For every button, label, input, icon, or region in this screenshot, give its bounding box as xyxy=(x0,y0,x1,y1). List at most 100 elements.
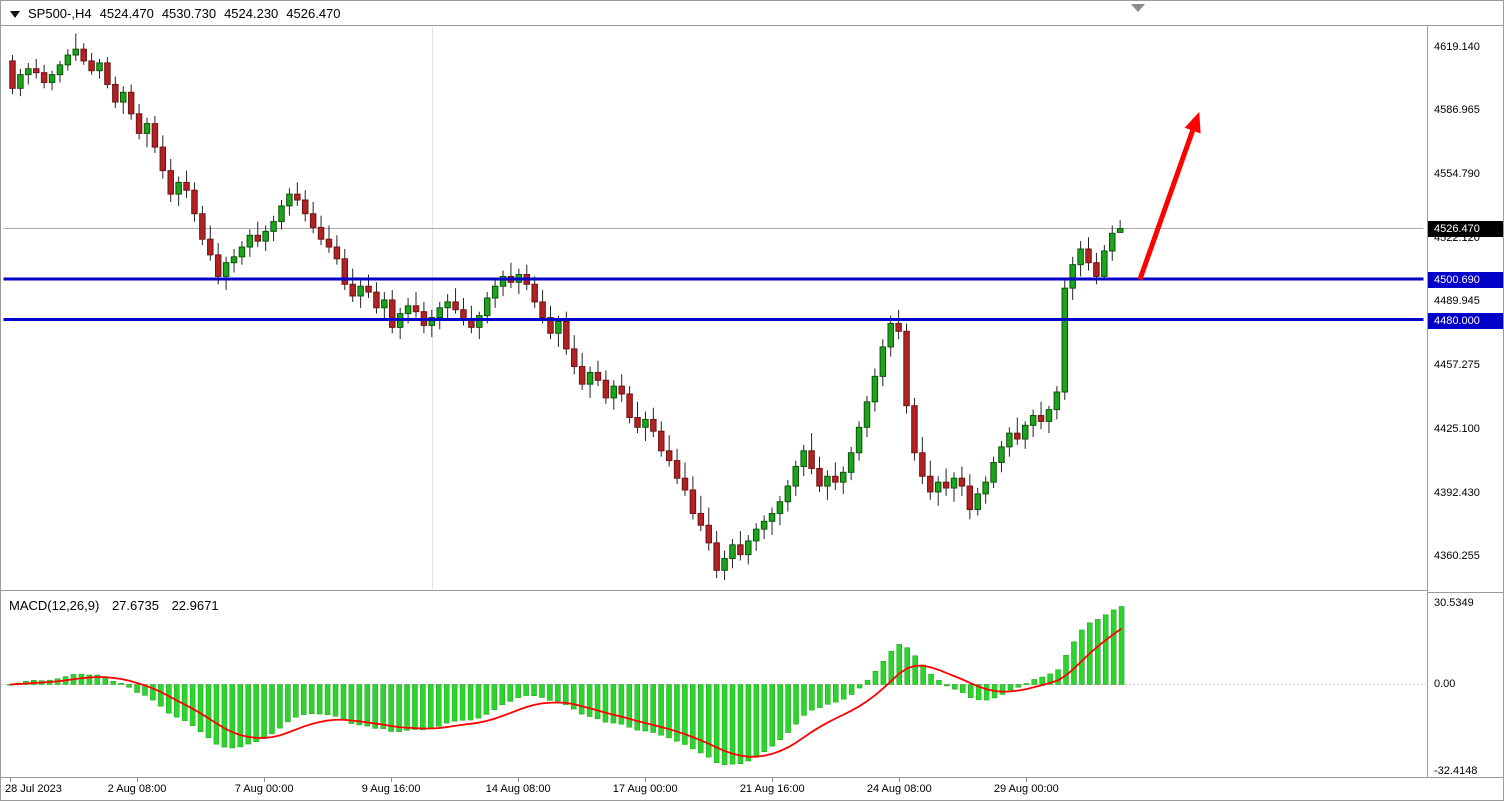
bull-candle xyxy=(555,320,562,334)
bear-candle xyxy=(705,524,712,544)
macd-histogram-bar xyxy=(928,673,934,685)
price-chart-canvas[interactable] xyxy=(1,25,1427,591)
symbol-timeframe-label: SP500-,H4 xyxy=(28,6,92,21)
macd-histogram-bar xyxy=(642,684,648,732)
bull-candle xyxy=(982,481,989,495)
candles-series xyxy=(9,33,1124,581)
macd-histogram-bar xyxy=(578,684,585,715)
macd-histogram-bar xyxy=(420,684,426,731)
macd-histogram xyxy=(7,606,1125,766)
macd-histogram-bar xyxy=(475,684,482,719)
macd-histogram-bar xyxy=(1055,669,1061,685)
bull-candle xyxy=(1101,250,1108,277)
bull-candle xyxy=(17,74,24,89)
macd-histogram-bar xyxy=(301,684,307,715)
macd-histogram-bar xyxy=(920,664,926,685)
macd-histogram-bar xyxy=(658,684,664,736)
bull-candle xyxy=(381,299,388,309)
price-axis[interactable]: 4619.140 4586.965 4554.790 4522.120 4489.945… xyxy=(1427,25,1503,593)
bull-candle xyxy=(855,426,863,454)
bull-candle xyxy=(120,91,127,103)
macd-histogram-bar xyxy=(491,684,498,711)
time-axis[interactable]: 28 Jul 2023 2 Aug 08:00 7 Aug 00:00 9 Aug 1… xyxy=(1,777,1503,800)
bear-candle xyxy=(658,430,665,452)
bear-candle xyxy=(697,512,705,526)
bull-candle xyxy=(745,540,752,556)
macd-title: MACD(12,26,9) xyxy=(9,598,100,613)
bull-candle xyxy=(776,501,784,514)
macd-histogram-bar xyxy=(189,684,196,726)
bull-candle xyxy=(143,123,151,134)
macd-tick-label: -32.4148 xyxy=(1434,765,1478,777)
bear-candle xyxy=(80,48,87,62)
macd-histogram-bar xyxy=(1007,684,1014,691)
macd-histogram-bar xyxy=(142,684,148,696)
bull-candle xyxy=(444,301,451,309)
time-tick-label: 24 Aug 08:00 xyxy=(866,783,932,795)
macd-histogram-bar xyxy=(150,684,156,701)
chart-shift-marker[interactable] xyxy=(1131,4,1145,12)
macd-histogram-bar xyxy=(364,684,371,727)
bull-candle xyxy=(1069,264,1076,289)
bear-candle xyxy=(634,416,641,428)
bull-candle xyxy=(357,285,364,297)
macd-histogram-bar xyxy=(221,684,228,748)
macd-panel-canvas[interactable] xyxy=(1,593,1427,777)
bull-candle xyxy=(847,452,855,473)
macd-histogram-bar xyxy=(245,684,251,745)
macd-histogram-bar xyxy=(285,684,291,723)
macd-histogram-bar xyxy=(102,677,109,685)
bear-candle xyxy=(365,285,372,293)
macd-tick-label: 30.5349 xyxy=(1434,597,1474,609)
bull-candle xyxy=(286,193,293,207)
bear-candle xyxy=(816,467,823,487)
macd-histogram-bar xyxy=(698,684,704,754)
macd-histogram-bar xyxy=(531,684,537,697)
bull-candle xyxy=(25,68,32,76)
bear-candle xyxy=(539,301,546,319)
macd-histogram-bar xyxy=(126,684,132,688)
macd-histogram-bar xyxy=(332,684,339,717)
macd-histogram-bar xyxy=(944,684,950,687)
macd-histogram-bar xyxy=(769,684,775,747)
macd-histogram-bar xyxy=(253,684,259,743)
macd-histogram-bar xyxy=(586,684,593,717)
macd-histogram-bar xyxy=(229,684,236,749)
macd-histogram-bar xyxy=(118,683,124,685)
bear-candle xyxy=(665,450,673,462)
bear-candle xyxy=(183,181,190,191)
level-price-tag: 4500.690 xyxy=(1428,271,1503,288)
macd-histogram-bar xyxy=(650,684,656,733)
bear-candle xyxy=(412,305,420,313)
bear-candle xyxy=(895,322,902,332)
bull-candle xyxy=(483,297,491,317)
macd-histogram-bar xyxy=(896,644,903,685)
bull-candle xyxy=(48,74,56,83)
bull-candle xyxy=(840,471,847,483)
bull-candle xyxy=(934,481,942,493)
bull-candle xyxy=(436,307,443,319)
macd-histogram-bar xyxy=(594,684,601,720)
macd-histogram-bar xyxy=(856,684,863,689)
macd-histogram-bar xyxy=(261,684,267,739)
macd-histogram-bar xyxy=(666,684,672,739)
time-tick-mark xyxy=(517,778,519,782)
bull-candle xyxy=(824,475,831,487)
bull-candle xyxy=(990,462,997,483)
bear-candle xyxy=(563,320,570,350)
macd-histogram-bar xyxy=(793,684,799,725)
trend-arrow-annotation[interactable] xyxy=(1137,111,1201,281)
macd-histogram-bar xyxy=(713,684,720,763)
macd-histogram-bar xyxy=(1039,676,1045,685)
bull-candle xyxy=(729,544,736,560)
quote-dropdown-icon[interactable] xyxy=(10,11,20,18)
macd-histogram-bar xyxy=(547,684,553,701)
macd-histogram-bar xyxy=(999,684,1006,695)
time-tick-label: 17 Aug 00:00 xyxy=(612,783,678,795)
macd-histogram-bar xyxy=(705,684,712,758)
bear-candle xyxy=(151,123,159,148)
quote-high: 4530.730 xyxy=(161,6,217,21)
quote-open: 4524.470 xyxy=(99,6,154,21)
time-tick-mark xyxy=(1025,778,1027,782)
bear-candle xyxy=(301,199,309,215)
